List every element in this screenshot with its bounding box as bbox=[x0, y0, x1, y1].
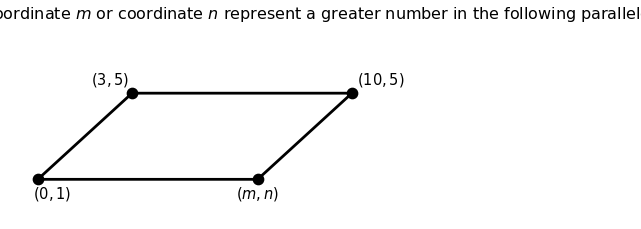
Point bbox=[253, 177, 263, 181]
Point bbox=[127, 91, 137, 95]
Text: $(0, 1)$: $(0, 1)$ bbox=[33, 185, 71, 203]
Point bbox=[33, 177, 43, 181]
Text: $(m, n)$: $(m, n)$ bbox=[236, 185, 279, 203]
Text: $(10, 5)$: $(10, 5)$ bbox=[356, 71, 404, 89]
Text: Does coordinate $m$ or coordinate $n$ represent a greater number in the followin: Does coordinate $m$ or coordinate $n$ re… bbox=[0, 5, 641, 24]
Point bbox=[347, 91, 357, 95]
Text: $(3, 5)$: $(3, 5)$ bbox=[90, 71, 129, 89]
